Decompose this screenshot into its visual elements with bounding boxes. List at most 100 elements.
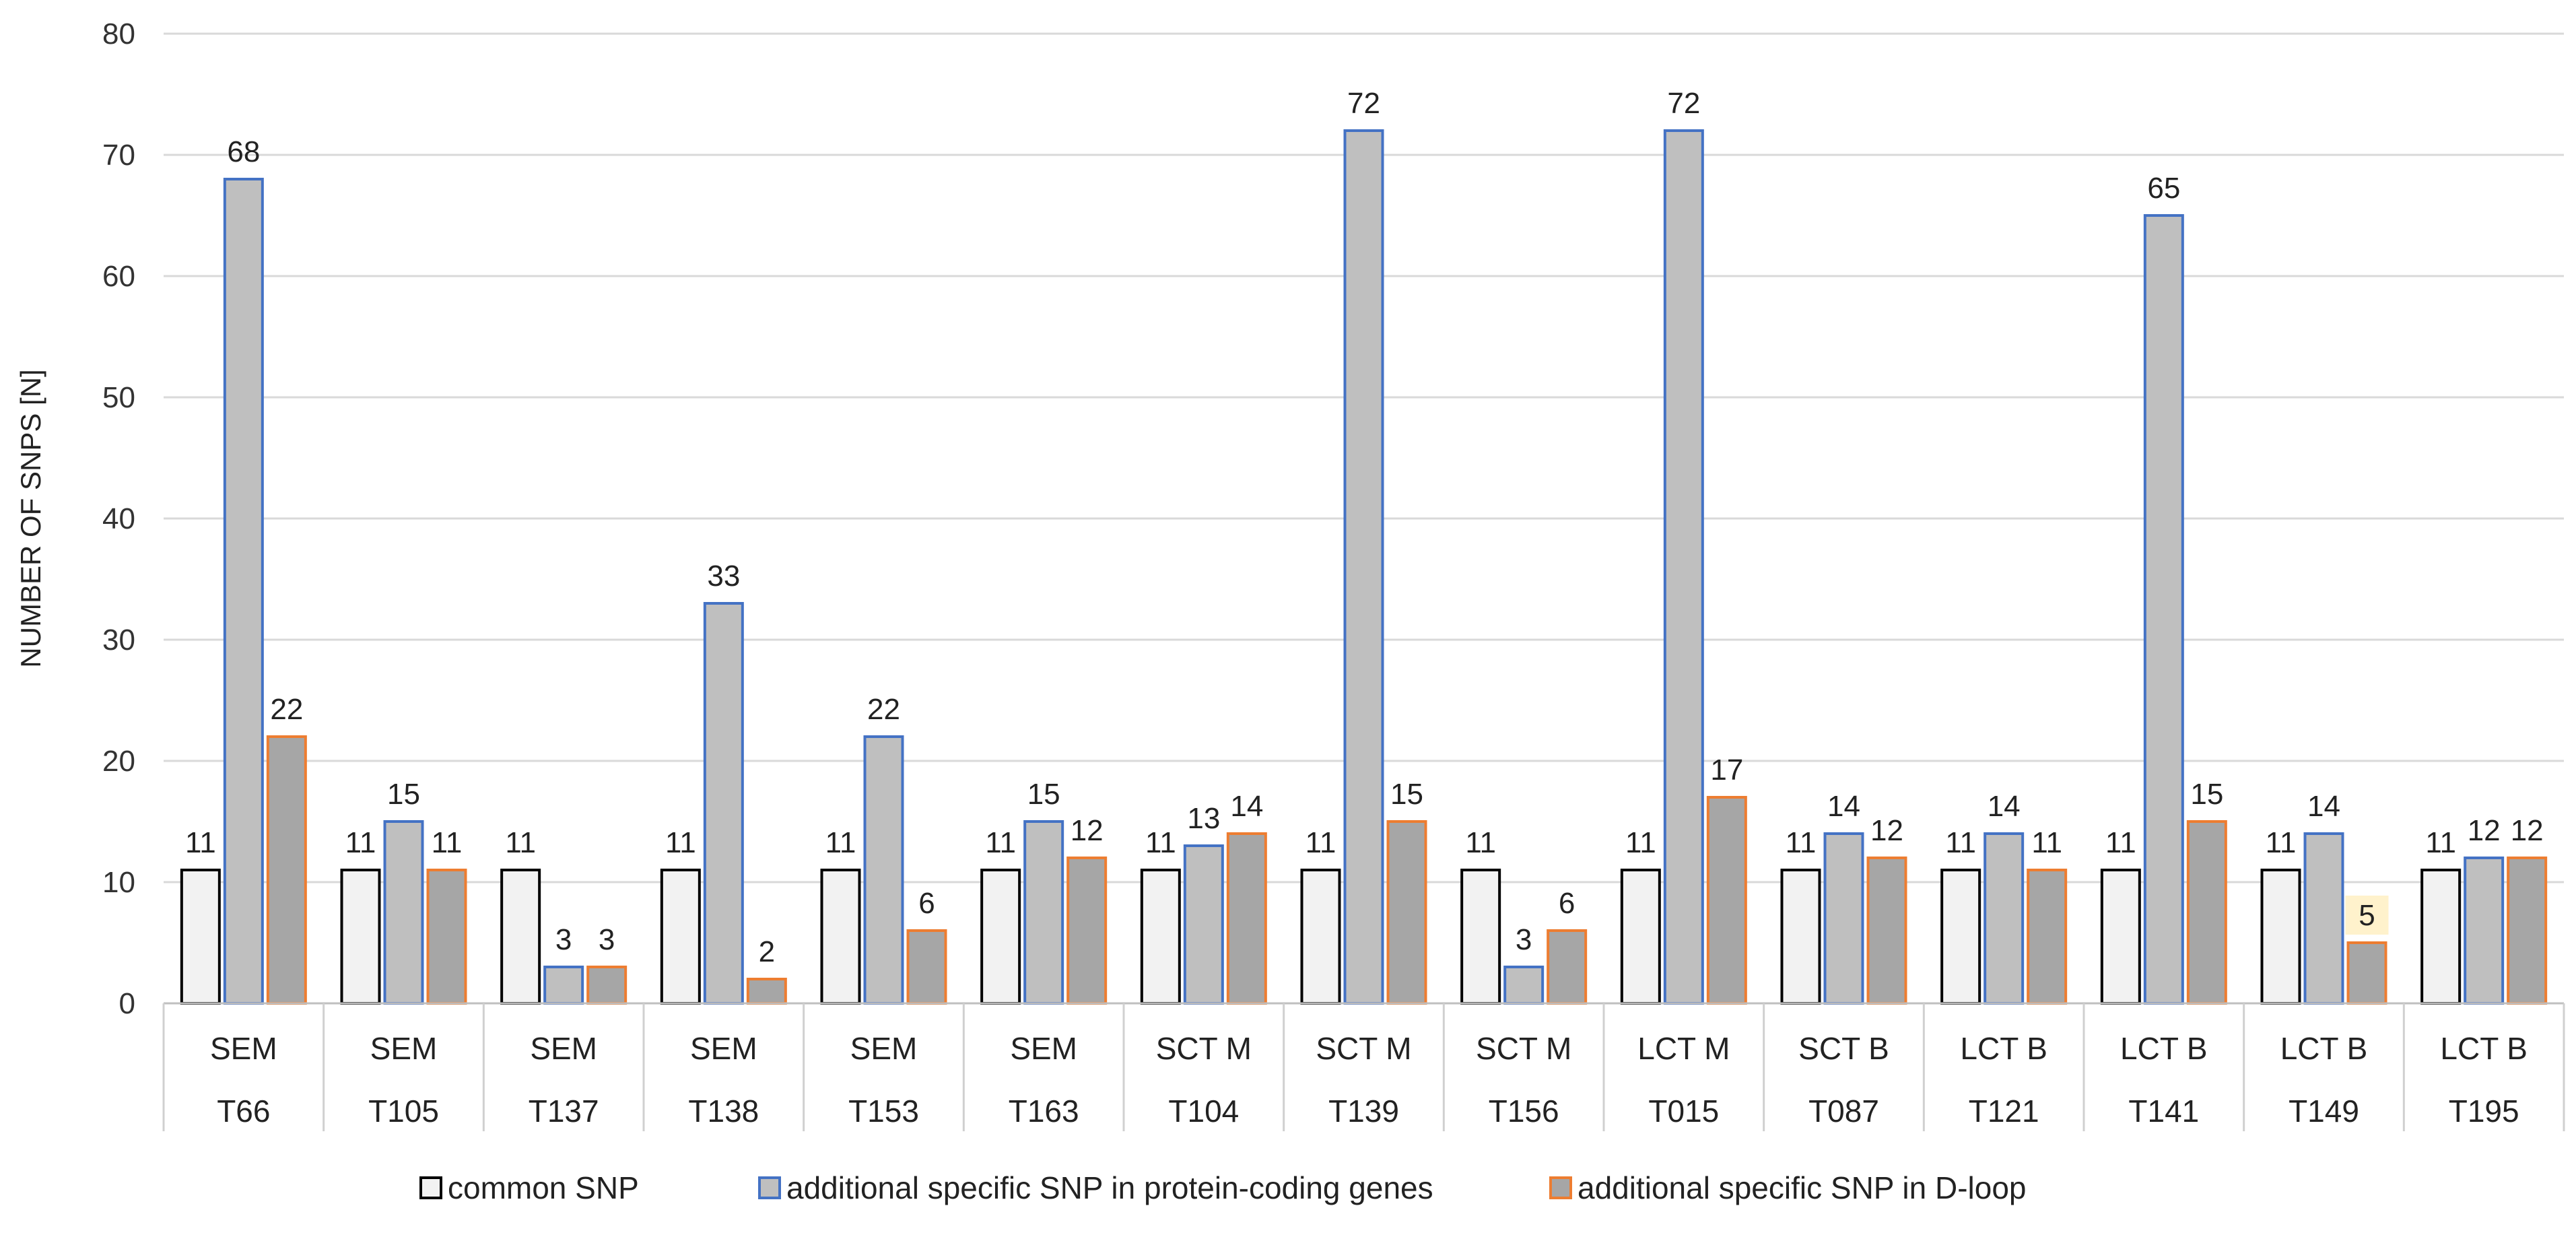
- category-axis: SEM T66 SEM T105 SEM T137 SEM T138 SEM T153 SEM T16…: [162, 1002, 2565, 1131]
- category-sample-label: T153: [848, 1094, 919, 1129]
- category-group-label: LCT M: [1637, 1031, 1730, 1066]
- category-sample-label: T138: [688, 1094, 759, 1129]
- category-group-label: LCT B: [2120, 1031, 2208, 1066]
- bar: [1706, 796, 1747, 1005]
- data-label: 14: [2307, 790, 2340, 823]
- data-label: 68: [227, 135, 260, 168]
- category-sample-label: T121: [1969, 1094, 2039, 1129]
- y-tick-label: 80: [102, 18, 135, 51]
- bar: [980, 869, 1021, 1005]
- data-label: 14: [1230, 790, 1263, 823]
- bar: [1823, 832, 1864, 1005]
- bar: [1226, 832, 1267, 1005]
- bar: [2346, 941, 2387, 1005]
- bar: [1780, 869, 1821, 1005]
- data-label: 2: [759, 935, 775, 968]
- category-group-label: SEM: [1010, 1031, 1077, 1066]
- data-label: 11: [185, 826, 216, 859]
- data-label: 3: [1516, 923, 1532, 956]
- data-label: 22: [270, 693, 303, 726]
- data-label: 11: [2031, 826, 2062, 859]
- bar: [340, 869, 381, 1005]
- data-label: 15: [1390, 778, 1423, 811]
- data-label: 14: [1827, 790, 1860, 823]
- bar: [1940, 869, 1981, 1005]
- bar: [383, 820, 424, 1005]
- data-label: 11: [2425, 826, 2456, 859]
- category-group-label: SCT M: [1156, 1031, 1252, 1066]
- category-sample-label: T66: [217, 1094, 270, 1129]
- bar: [2464, 857, 2505, 1005]
- bar: [500, 869, 541, 1005]
- bar: [1066, 857, 1108, 1005]
- legend: common SNP additional specific SNP in pro…: [419, 1170, 2027, 1205]
- data-label: 13: [1187, 802, 1220, 835]
- y-tick-label: 30: [102, 624, 135, 657]
- bar: [906, 929, 947, 1005]
- bar: [1503, 966, 1545, 1005]
- category-group-label: LCT B: [2280, 1031, 2368, 1066]
- data-label: 11: [345, 826, 376, 859]
- bar: [2143, 214, 2184, 1005]
- bar: [1343, 129, 1384, 1005]
- bar: [703, 602, 744, 1005]
- bar: [1866, 857, 1907, 1005]
- legend-label: additional specific SNP in D-loop: [1578, 1170, 2027, 1205]
- category-group-label: LCT B: [2440, 1031, 2528, 1066]
- category-sample-label: T139: [1328, 1094, 1399, 1129]
- data-label: 11: [2266, 826, 2297, 859]
- bar: [586, 966, 628, 1005]
- category-sample-label: T149: [2289, 1094, 2359, 1129]
- y-axis-ticks: 0 10 20 30 40 50 60 70 80: [102, 18, 135, 1020]
- bar: [1386, 820, 1427, 1005]
- data-label: 11: [825, 826, 856, 859]
- data-label: 11: [1945, 826, 1976, 859]
- category-group-label: SCT B: [1798, 1031, 1889, 1066]
- data-label: 15: [1027, 778, 1060, 811]
- bar: [1023, 820, 1064, 1005]
- data-label: 12: [1870, 814, 1903, 847]
- bar: [2027, 869, 2068, 1005]
- bar: [266, 735, 307, 1005]
- data-label: 33: [707, 560, 740, 593]
- data-label: 5: [2359, 899, 2375, 932]
- category-sample-label: T195: [2449, 1094, 2519, 1129]
- category-group-label: SEM: [690, 1031, 757, 1066]
- bar: [1547, 929, 1588, 1005]
- bar: [223, 178, 264, 1005]
- y-tick-label: 70: [102, 139, 135, 172]
- y-tick-label: 60: [102, 260, 135, 293]
- data-label: 11: [2105, 826, 2136, 859]
- data-label: 15: [387, 778, 420, 811]
- bar: [1300, 869, 1341, 1005]
- data-label: 6: [1559, 887, 1575, 920]
- y-axis-title: NUMBER OF SNPS [N]: [15, 369, 46, 667]
- data-label: 12: [1071, 814, 1104, 847]
- bar-series: [180, 129, 2548, 1005]
- category-group-label: SEM: [530, 1031, 597, 1066]
- bar: [863, 735, 904, 1005]
- data-label: 11: [1786, 826, 1817, 859]
- category-sample-label: T015: [1648, 1094, 1719, 1129]
- category-sample-label: T156: [1489, 1094, 1559, 1129]
- data-label: 11: [432, 826, 463, 859]
- data-label: 11: [665, 826, 696, 859]
- bar: [2186, 820, 2227, 1005]
- bar: [426, 869, 467, 1005]
- data-label: 72: [1347, 87, 1380, 120]
- bar: [2303, 832, 2344, 1005]
- bar: [1183, 844, 1224, 1005]
- bar: [2100, 869, 2141, 1005]
- data-label: 11: [505, 826, 536, 859]
- data-label: 3: [555, 923, 572, 956]
- category-sample-label: T104: [1168, 1094, 1239, 1129]
- data-label: 17: [1710, 754, 1743, 786]
- data-label: 11: [1625, 826, 1656, 859]
- legend-label: common SNP: [448, 1170, 639, 1205]
- bar: [1984, 832, 2025, 1005]
- y-tick-label: 50: [102, 381, 135, 414]
- bar: [2260, 869, 2301, 1005]
- y-tick-label: 40: [102, 502, 135, 535]
